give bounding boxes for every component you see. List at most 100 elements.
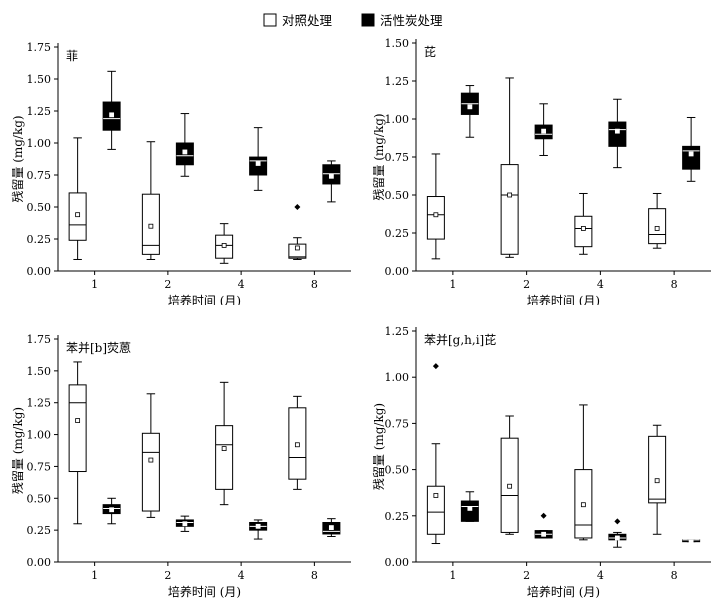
mean-marker [433,493,439,498]
x-tick-label: 4 [238,569,245,582]
y-tick-label: 1.50 [27,365,52,378]
outlier-point [294,204,301,210]
y-tick-label: 0.50 [27,201,52,214]
box-control-4 [574,404,593,541]
mean-marker [541,531,547,537]
panel-title: 菲 [66,49,78,63]
boxplot-panel-pyrene: 0.00 0.25 0.50 0.75 1.00 1.25 1.50 1 2 4 8 培养时间 (月)… [372,37,711,305]
x-tick-label: 2 [164,278,171,291]
box-control-2 [141,141,160,260]
x-tick-label: 2 [523,569,530,582]
x-tick-label: 4 [597,569,604,582]
box-treated-2 [175,113,194,177]
panel-title: 苯并[g,h,i]芘 [424,332,496,347]
box-treated-2 [175,515,194,532]
y-tick-label: 0.00 [385,556,410,569]
box-control-1 [68,137,87,260]
y-tick-label: 1.25 [27,397,52,410]
mean-marker [688,151,694,157]
mean-marker [507,192,513,198]
box-iqr [215,425,234,490]
box-treated-1 [102,70,121,150]
y-tick-label: 0.50 [385,189,410,202]
mean-marker [580,226,586,231]
box-iqr [460,500,479,522]
mean-marker [109,112,115,118]
mean-marker [541,128,547,134]
panel-title: 苯并[b]荧蒽 [66,341,131,355]
mean-marker [580,502,586,508]
mean-marker [688,539,694,545]
mean-marker [221,446,227,451]
mean-marker [328,525,334,530]
box-treated-4 [249,127,268,191]
mean-marker [148,457,154,463]
y-tick-label: 1.25 [385,75,410,88]
y-tick-label: 0.75 [27,169,52,182]
box-control-2 [500,415,519,535]
y-tick-label: 1.00 [27,137,52,150]
box-control-8 [648,424,667,535]
box-iqr [426,485,445,535]
x-tick-label: 1 [449,278,456,291]
box-iqr [249,156,268,176]
y-tick-label: 0.00 [27,556,52,569]
legend-label-treated: 活性炭处理 [380,13,443,28]
boxplot-panel-benzo-b-fluoranthene: 0.00 0.25 0.50 0.75 1.00 1.25 1.50 1.75 1 2 4 8 培养时间… [11,333,351,599]
panel-title: 芘 [424,44,436,59]
mean-marker [255,161,261,166]
x-tick-label: 8 [311,569,318,582]
box-iqr [682,145,701,170]
mean-marker [148,223,154,229]
box-treated-2 [534,103,553,156]
legend-swatch-control [263,13,277,27]
y-axis-label: 残留量 (mg/kg) [372,113,386,200]
mean-marker [75,418,81,423]
y-tick-label: 1.00 [385,113,410,126]
legend-label-control: 对照处理 [282,13,333,28]
box-iqr [426,196,445,240]
mean-marker [109,507,115,513]
x-axis-label: 培养时间 (月) [168,584,241,599]
mean-marker [507,483,513,489]
x-tick-label: 1 [91,569,98,582]
box-control-4 [215,223,234,264]
y-tick-label: 0.50 [385,464,410,477]
box-treated-8 [682,116,701,182]
x-tick-label: 4 [238,278,245,291]
box-control-1 [68,361,87,525]
mean-marker [467,104,473,110]
mean-marker [433,212,439,218]
x-tick-label: 1 [449,569,456,582]
x-tick-label: 2 [164,569,171,582]
y-tick-label: 1.75 [27,41,52,54]
outlier-point [540,512,547,519]
box-treated-8 [322,160,341,203]
box-control-8 [648,192,667,249]
outlier-point [614,518,621,525]
y-tick-label: 0.25 [27,233,52,246]
box-iqr [68,384,87,473]
y-axis-label: 残留量 (mg/kg) [11,407,25,494]
x-tick-label: 8 [671,569,678,582]
box-treated-4 [249,519,268,540]
mean-marker [75,212,81,218]
x-tick-label: 4 [597,278,604,291]
mean-marker [294,442,300,448]
boxplot-panel-phenanthrene: 0.00 0.25 0.50 0.75 1.00 1.25 1.50 1.75 1 2 4 8 培养时间… [11,41,351,305]
x-axis-label: 培养时间 (月) [168,293,241,305]
y-axis-label: 残留量 (mg/kg) [372,403,386,490]
box-iqr [648,435,667,504]
box-treated-2 [534,512,553,539]
x-axis-label: 培养时间 (月) [527,293,600,305]
box-treated-8 [322,518,341,538]
y-tick-label: 0.25 [385,510,410,523]
y-tick-label: 1.00 [385,371,410,384]
box-control-4 [215,381,234,506]
mean-marker [467,506,473,511]
y-tick-label: 1.50 [27,73,52,86]
mean-marker [294,245,300,251]
mean-marker [614,535,620,541]
box-iqr [574,215,593,248]
y-tick-label: 0.25 [385,227,410,240]
